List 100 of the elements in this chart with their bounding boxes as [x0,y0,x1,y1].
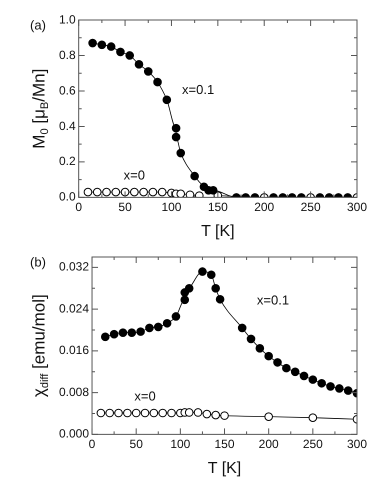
point [238,324,246,332]
x-tick-label: 200 [258,436,280,451]
point [176,148,186,158]
point [220,411,229,420]
point [282,364,291,372]
point [127,328,136,337]
point [105,408,114,418]
point [190,172,199,180]
y-tick-label: 0.032 [59,260,90,274]
x-tick-label: 0 [75,200,82,214]
point [158,408,167,418]
point [172,312,180,321]
point [300,372,308,380]
x-axis-title: T [K] [208,460,242,477]
point [211,284,220,293]
point [140,408,150,418]
point [162,318,172,328]
y-tick-label: 0.6 [58,83,76,98]
y-tick-label: 0.000 [59,426,90,441]
y-tick-label: 0.4 [58,118,76,133]
point [132,408,140,418]
y-tick-label: 0.008 [59,384,90,399]
point [98,40,106,50]
point [344,386,352,395]
point [184,408,194,417]
point [256,344,264,353]
x-tick-label: 150 [214,436,235,451]
point [202,410,212,418]
point [264,412,273,421]
point [153,78,162,86]
point [326,382,335,391]
point [206,270,216,280]
point [130,188,139,196]
point [134,60,144,69]
y-tick-label: 0.8 [58,48,76,62]
y-tick-label: 0.024 [59,301,90,316]
point [184,284,194,293]
point [84,188,92,196]
series-label: x=0 [134,388,156,404]
series-label: x=0.1 [256,292,290,308]
point [92,188,102,196]
point [180,295,190,304]
point [125,51,134,60]
x-tick-label: 300 [346,200,368,214]
point [118,328,128,337]
text: (a) [30,18,46,33]
point [136,327,145,336]
point [158,188,166,196]
point [100,332,110,342]
point [172,132,180,142]
point [106,42,116,51]
point [148,188,158,196]
y-axis-title: M0 [μB/Mn] [30,68,52,149]
y-tick-label: 1.0 [58,12,76,26]
x-tick-label: 50 [130,436,144,451]
point [139,188,148,196]
point [150,408,158,418]
x-tick-label: 100 [161,200,182,214]
point [317,378,326,388]
x-tick-label: 250 [302,436,324,451]
point [273,358,282,367]
point [176,190,186,198]
point [186,190,194,198]
x-tick-label: 0 [88,436,96,451]
point [88,38,97,48]
point [162,96,172,104]
point [123,408,132,418]
point [211,410,220,420]
point [167,408,176,418]
point [194,408,202,417]
y-tick-label: 0.016 [59,343,90,358]
x-tick-label: 150 [208,200,228,214]
point [172,124,180,133]
point [290,367,300,376]
point [102,188,111,196]
x-tick-label: 100 [170,436,191,451]
point [264,352,273,360]
point [96,408,106,418]
series-label: x=0 [124,168,146,183]
y-axis-title: χdiff [emu/mol] [30,294,52,398]
point [154,322,163,332]
x-tick-label: 300 [346,436,368,451]
point [145,324,154,332]
x-tick-label: 50 [118,200,132,214]
y-tick-label: 0.2 [58,154,76,168]
series-label: x=0.1 [182,82,214,97]
point [110,330,118,339]
point [308,375,318,384]
point [198,267,207,276]
point [216,294,224,304]
text: (b) [30,254,46,270]
point [308,413,318,422]
point [246,334,256,344]
x-axis-title: T [K] [201,222,235,240]
point [114,408,123,418]
point [335,384,344,393]
x-tick-label: 200 [254,200,275,214]
y-tick-label: 0.0 [58,190,76,204]
point [111,188,120,196]
point [144,67,153,76]
